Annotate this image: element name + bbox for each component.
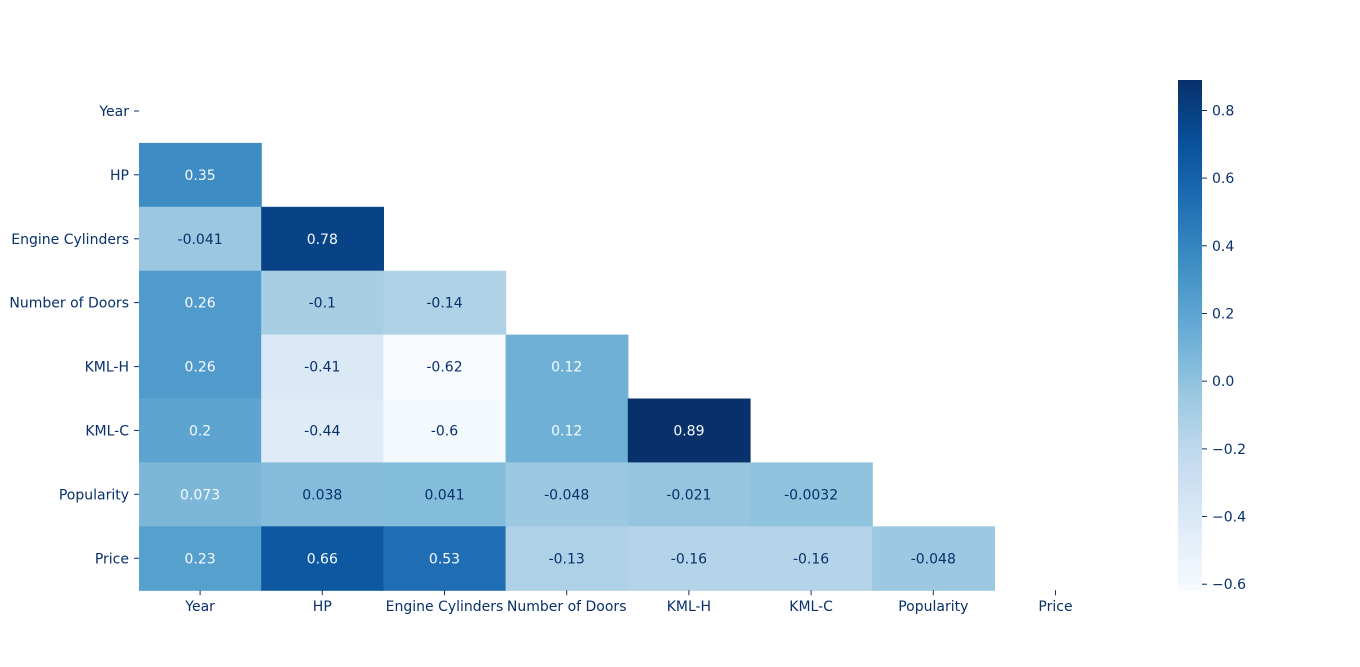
- x-tick-label: KML-H: [667, 599, 711, 615]
- cell-value-label: -0.6: [431, 423, 458, 439]
- cell-value-label: 0.2: [189, 423, 211, 439]
- heatmap-cell: [627, 526, 751, 591]
- colorbar-tick-label: 0.6: [1212, 171, 1234, 187]
- heatmap-cell: [261, 526, 384, 591]
- cell-value-label: 0.041: [424, 487, 464, 503]
- cell-value-label: 0.53: [429, 551, 460, 567]
- x-tick-label: Engine Cylinders: [386, 599, 504, 615]
- cell-value-label: -0.44: [304, 423, 340, 439]
- colorbar-tick-label: 0.4: [1212, 239, 1234, 255]
- heatmap-cell: [505, 462, 629, 527]
- cell-value-label: -0.13: [549, 551, 585, 567]
- heatmap-cell: [383, 334, 507, 400]
- heatmap-cell: [261, 334, 384, 400]
- colorbar-tick-label: 0.0: [1212, 374, 1234, 390]
- x-tick-label: HP: [313, 599, 332, 615]
- cell-value-label: -0.041: [178, 232, 223, 248]
- heatmap-cells: 0.35 -0.041 0.78 0.26 -0.1 -0.14 0.26 -0.41 -0.6…: [139, 142, 995, 591]
- y-tick-label: Number of Doors: [9, 296, 129, 312]
- cell-value-label: -0.14: [426, 296, 462, 312]
- heatmap-cell: [383, 462, 507, 527]
- heatmap-cell: [505, 334, 629, 400]
- cell-value-label: 0.26: [185, 360, 216, 376]
- heatmap-cell: [139, 462, 262, 527]
- cell-value-label: -0.048: [911, 551, 956, 567]
- colorbar-tick-label: 0.8: [1212, 104, 1234, 120]
- heatmap-cell: [139, 142, 262, 208]
- heatmap-cell: [261, 398, 384, 463]
- y-tick-label: KML-H: [85, 360, 129, 376]
- y-tick-label: Engine Cylinders: [11, 232, 129, 248]
- heatmap-cell: [139, 206, 262, 272]
- heatmap-cell: [750, 526, 873, 591]
- cell-value-label: 0.12: [551, 360, 582, 376]
- x-tick-label: Year: [184, 599, 215, 615]
- cell-value-label: -0.048: [544, 487, 589, 503]
- cell-value-label: -0.41: [304, 360, 340, 376]
- heatmap-cell: [383, 270, 507, 336]
- colorbar-gradient: [1178, 80, 1202, 591]
- heatmap-cell: [505, 398, 629, 463]
- y-tick-label: Price: [95, 551, 129, 567]
- heatmap-cell: [627, 398, 751, 463]
- heatmap-cell: [139, 270, 262, 336]
- y-tick-label: Year: [98, 104, 129, 120]
- colorbar-tick-label: −0.4: [1212, 510, 1246, 526]
- x-tick-label: Popularity: [898, 599, 968, 615]
- heatmap-cell: [627, 462, 751, 527]
- cell-value-label: 0.12: [551, 423, 582, 439]
- y-tick-label: HP: [110, 168, 129, 184]
- cell-value-label: -0.16: [671, 551, 707, 567]
- x-tick-label: Number of Doors: [507, 599, 627, 615]
- colorbar: −0.6 −0.4 −0.2 0.0 0.2 0.4 0.6 0.8: [1178, 80, 1246, 593]
- x-tick-labels: Year HP Engine Cylinders Number of Doors KML…: [184, 590, 1073, 615]
- colorbar-tick-label: −0.6: [1212, 577, 1246, 593]
- cell-value-label: 0.78: [307, 232, 338, 248]
- heatmap-cell: [750, 462, 873, 527]
- y-tick-label: KML-C: [85, 423, 129, 439]
- colorbar-tick-label: −0.2: [1212, 442, 1246, 458]
- y-tick-labels: Year HP Engine Cylinders Number of Doors KML…: [9, 104, 139, 567]
- cell-value-label: 0.35: [185, 168, 216, 184]
- heatmap-cell: [261, 462, 384, 527]
- cell-value-label: 0.89: [673, 423, 704, 439]
- cell-value-label: -0.1: [309, 296, 336, 312]
- heatmap-cell: [383, 398, 507, 463]
- heatmap-cell: [383, 526, 507, 591]
- heatmap-cell: [261, 206, 384, 272]
- heatmap-cell: [872, 526, 995, 591]
- cell-value-label: 0.073: [180, 487, 220, 503]
- heatmap-cell: [505, 526, 629, 591]
- y-tick-label: Popularity: [59, 487, 129, 503]
- cell-value-label: 0.26: [185, 296, 216, 312]
- x-tick-label: Price: [1038, 599, 1072, 615]
- heatmap-cell: [139, 398, 262, 463]
- cell-value-label: -0.62: [426, 360, 462, 376]
- cell-value-label: 0.66: [307, 551, 338, 567]
- cell-value-label: 0.038: [302, 487, 342, 503]
- cell-value-label: -0.021: [666, 487, 711, 503]
- cell-value-label: -0.16: [793, 551, 829, 567]
- heatmap-cell: [139, 526, 262, 591]
- heatmap-cell: [139, 334, 262, 400]
- cell-value-label: -0.0032: [784, 487, 838, 503]
- colorbar-tick-label: 0.2: [1212, 307, 1234, 323]
- heatmap-cell: [261, 270, 384, 336]
- x-tick-label: KML-C: [789, 599, 833, 615]
- cell-value-label: 0.23: [185, 551, 216, 567]
